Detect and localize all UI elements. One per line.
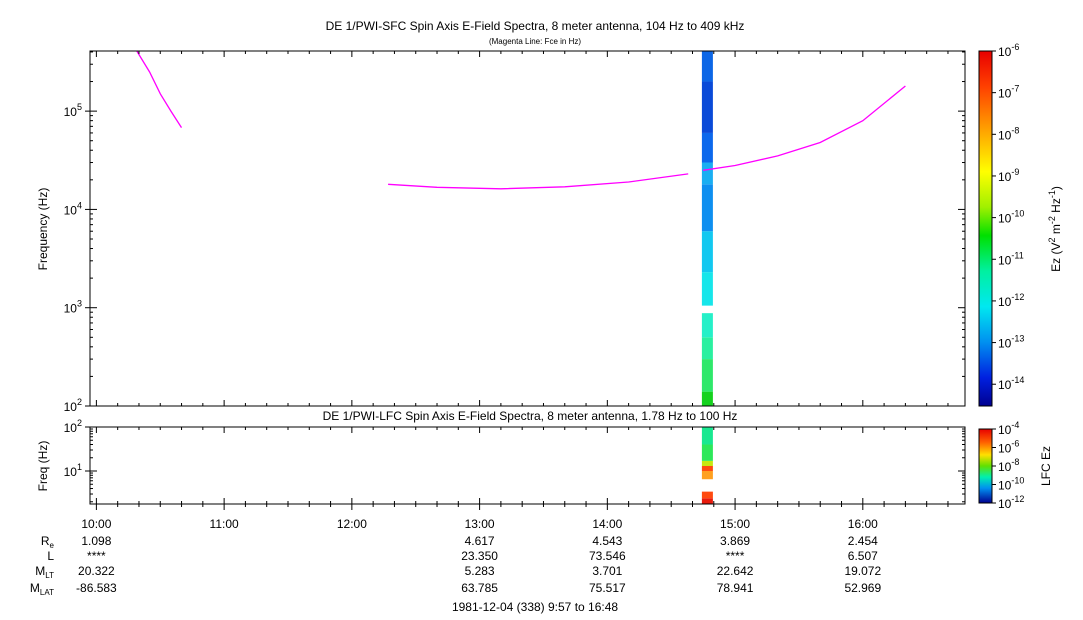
x-tick-label: 10:00 — [81, 517, 111, 531]
colorbar-tick-label: 10-6 — [998, 42, 1019, 59]
fce-line — [136, 50, 183, 128]
spectra-cell — [701, 391, 713, 406]
lfc-colorbar-label: LFC Ez — [1039, 446, 1053, 486]
ephemeris-value: 20.322 — [78, 564, 115, 578]
ephemeris-value: 19.072 — [844, 564, 881, 578]
lfc-spectra-cells — [701, 427, 713, 504]
y-tick-label: 103 — [64, 299, 82, 316]
ephemeris-value: 52.969 — [844, 581, 881, 595]
y-tick-label: 102 — [64, 397, 82, 414]
sfc-subtitle: (Magenta Line: Fce in Hz) — [489, 37, 581, 46]
spectra-cell — [701, 184, 713, 232]
fce-line — [703, 85, 906, 171]
ephemeris-value: 63.785 — [461, 581, 498, 595]
y-tick-label: 104 — [64, 200, 82, 217]
spectra-cell — [701, 231, 713, 273]
colorbar-tick-label: 10-4 — [998, 420, 1019, 437]
lfc-axis-ticks: 101 102 — [64, 418, 965, 510]
lfc-title: DE 1/PWI-LFC Spin Axis E-Field Spectra, … — [323, 409, 738, 423]
ephemeris-value: 78.941 — [717, 581, 754, 595]
colorbar-tick-label: 10-14 — [998, 375, 1024, 392]
time-axis-labels: 10:00 11:00 12:00 13:00 14:00 15:00 16:00 — [81, 517, 878, 531]
lfc-colorbar-scale — [978, 428, 993, 504]
sfc-spectra-cells — [701, 51, 713, 406]
spectra-cell — [701, 359, 713, 392]
spectra-cell — [701, 132, 713, 163]
spectra-cell — [701, 313, 713, 338]
ephemeris-row-label: MLT — [35, 564, 54, 580]
ephemeris-value: 75.517 — [589, 581, 626, 595]
ephemeris-value: 73.546 — [589, 549, 626, 563]
ephemeris-value: 1.098 — [81, 534, 111, 548]
spectra-cell — [701, 162, 713, 185]
x-tick-label: 13:00 — [465, 517, 495, 531]
lfc-plot-frame — [89, 426, 966, 505]
ephemeris-row-label: MLAT — [30, 581, 54, 597]
time-range-footer: 1981-12-04 (338) 9:57 to 16:48 — [452, 600, 618, 614]
sfc-title: DE 1/PWI-SFC Spin Axis E-Field Spectra, … — [326, 19, 745, 33]
ephemeris-value: 4.543 — [592, 534, 622, 548]
spectra-cell — [701, 51, 713, 82]
colorbar-tick-label: 10-13 — [998, 334, 1024, 351]
ephemeris-value: **** — [726, 549, 745, 563]
lfc-spectrogram-panel: DE 1/PWI-LFC Spin Axis E-Field Spectra, … — [36, 409, 966, 510]
colorbar-tick-label: 10-8 — [998, 457, 1019, 474]
ephemeris-value: 22.642 — [717, 564, 754, 578]
spectra-cell — [701, 444, 713, 461]
ephemeris-value: 3.701 — [592, 564, 622, 578]
ephemeris-value: 6.507 — [848, 549, 878, 563]
spectra-cell — [701, 498, 713, 504]
x-tick-label: 12:00 — [337, 517, 367, 531]
fce-lines — [136, 50, 906, 190]
lfc-y-axis-label: Freq (Hz) — [36, 441, 50, 492]
spectra-cell — [701, 81, 713, 133]
sfc-colorbar-label: Ez (V2 m-2 Hz-1) — [1047, 186, 1063, 272]
x-tick-label: 15:00 — [720, 517, 750, 531]
x-tick-label: 11:00 — [210, 517, 239, 531]
colorbar-tick-label: 10-10 — [998, 476, 1024, 493]
spectra-cell — [701, 460, 713, 466]
sfc-axis-ticks: 102 103 104 105 — [64, 51, 965, 414]
ephemeris-value: **** — [87, 549, 106, 563]
y-tick-label: 102 — [64, 418, 82, 435]
sfc-colorbar-scale — [978, 50, 993, 407]
spectra-cell — [701, 272, 713, 306]
ephemeris-value: 2.454 — [848, 534, 878, 548]
spectra-cell — [701, 491, 713, 499]
ephemeris-row-label: L — [47, 549, 54, 563]
sfc-colorbar: 10-6 10-7 10-8 10-9 10-10 10-11 10-12 10-13 10-1… — [978, 42, 1063, 407]
x-tick-label: 14:00 — [592, 517, 622, 531]
ephemeris-table: Re 1.098 4.617 4.543 3.869 2.454 L **** 23.350 73… — [30, 534, 882, 597]
colorbar-tick-label: 10-8 — [998, 125, 1019, 142]
ephemeris-value: 4.617 — [465, 534, 495, 548]
colorbar-tick-label: 10-12 — [998, 292, 1024, 309]
y-tick-label: 101 — [64, 462, 82, 479]
spectra-cell — [701, 471, 713, 480]
fce-line — [388, 173, 689, 190]
sfc-y-axis-label: Frequency (Hz) — [36, 188, 50, 271]
spectra-cell — [701, 465, 713, 472]
ephemeris-value: 3.869 — [720, 534, 750, 548]
spectra-cell — [701, 337, 713, 360]
colorbar-tick-label: 10-12 — [998, 494, 1024, 511]
colorbar-tick-label: 10-10 — [998, 209, 1024, 226]
ephemeris-value: -86.583 — [76, 581, 117, 595]
ephemeris-value: 23.350 — [461, 549, 498, 563]
ephemeris-row-label: Re — [41, 534, 55, 550]
colorbar-tick-label: 10-6 — [998, 439, 1019, 456]
spectra-cell — [701, 427, 713, 445]
x-tick-label: 16:00 — [848, 517, 878, 531]
y-tick-label: 105 — [64, 102, 82, 119]
sfc-spectrogram-panel: DE 1/PWI-SFC Spin Axis E-Field Spectra, … — [36, 19, 966, 414]
colorbar-tick-label: 10-9 — [998, 167, 1019, 184]
sfc-plot-frame — [89, 50, 966, 407]
sfc-colorbar-ticks: 10-6 10-7 10-8 10-9 10-10 10-11 10-12 10-13 10-1… — [992, 42, 1024, 392]
colorbar-tick-label: 10-7 — [998, 84, 1019, 101]
colorbar-tick-label: 10-11 — [998, 250, 1024, 267]
ephemeris-value: 5.283 — [465, 564, 495, 578]
